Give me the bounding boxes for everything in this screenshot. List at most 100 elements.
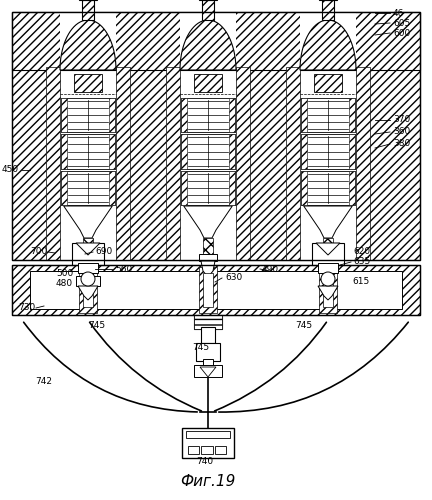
Bar <box>215 446 226 454</box>
Text: 742: 742 <box>35 378 52 386</box>
Bar <box>323 238 333 254</box>
Polygon shape <box>64 206 112 238</box>
Polygon shape <box>201 261 215 277</box>
Text: 490: 490 <box>262 264 279 274</box>
Bar <box>319 267 337 313</box>
Bar <box>202 0 214 20</box>
Bar <box>188 446 199 454</box>
Bar <box>322 0 334 20</box>
Polygon shape <box>76 243 100 255</box>
Text: 450: 450 <box>2 166 19 174</box>
Bar <box>181 134 187 168</box>
Text: 360: 360 <box>393 128 410 136</box>
Text: 745: 745 <box>88 322 105 330</box>
Bar <box>229 134 235 168</box>
Circle shape <box>81 272 95 286</box>
Polygon shape <box>60 20 116 70</box>
Bar <box>12 265 420 315</box>
Bar <box>180 12 236 70</box>
Polygon shape <box>200 367 216 377</box>
Bar <box>201 327 215 343</box>
Bar <box>201 446 213 454</box>
Circle shape <box>321 272 335 286</box>
Bar <box>72 243 104 265</box>
Text: 690: 690 <box>95 248 112 256</box>
Bar <box>199 254 217 261</box>
Text: Фиг.19: Фиг.19 <box>180 474 236 490</box>
Bar <box>203 359 213 367</box>
Text: 600: 600 <box>393 28 410 38</box>
Bar <box>181 170 187 205</box>
Bar <box>236 67 250 260</box>
Bar <box>319 254 337 261</box>
Bar <box>314 74 342 92</box>
Bar <box>61 170 115 205</box>
Bar <box>229 170 235 205</box>
Polygon shape <box>318 286 338 300</box>
Bar <box>109 98 115 132</box>
Bar <box>186 431 230 438</box>
Bar <box>82 0 94 20</box>
Text: 635: 635 <box>353 258 370 266</box>
Bar <box>166 12 250 260</box>
Bar <box>61 98 67 132</box>
Bar <box>182 428 234 458</box>
Bar <box>46 12 130 260</box>
Bar <box>109 134 115 168</box>
Bar <box>61 98 115 132</box>
Bar <box>61 170 67 205</box>
Text: 605: 605 <box>393 18 410 28</box>
Bar <box>61 134 67 168</box>
Bar <box>194 365 222 377</box>
Bar <box>194 74 222 92</box>
Bar <box>46 67 60 260</box>
Bar <box>203 238 213 254</box>
Bar <box>301 170 307 205</box>
Text: 560: 560 <box>115 264 132 274</box>
Bar <box>301 134 307 168</box>
Text: 370: 370 <box>393 116 410 124</box>
Bar <box>301 170 355 205</box>
Text: 630: 630 <box>225 274 242 282</box>
Bar <box>12 265 420 315</box>
Bar <box>194 315 222 329</box>
Bar <box>318 263 338 273</box>
Bar <box>356 67 370 260</box>
Bar <box>199 267 217 313</box>
Polygon shape <box>184 206 232 238</box>
Bar <box>286 67 300 260</box>
Bar <box>30 271 402 309</box>
Text: 380: 380 <box>393 140 410 148</box>
Bar <box>203 273 213 307</box>
Bar <box>301 98 355 132</box>
Bar <box>301 134 355 168</box>
Bar <box>109 170 115 205</box>
Bar <box>181 98 235 132</box>
Bar <box>286 12 370 260</box>
Bar <box>323 273 333 307</box>
Bar <box>79 254 97 261</box>
Polygon shape <box>81 261 95 277</box>
Bar <box>61 134 115 168</box>
Bar <box>12 12 420 260</box>
Text: 740: 740 <box>196 458 213 466</box>
Text: 745: 745 <box>192 344 209 352</box>
Polygon shape <box>316 243 340 255</box>
Bar <box>301 98 307 132</box>
Polygon shape <box>78 286 98 300</box>
Bar <box>194 315 222 329</box>
Bar <box>83 273 93 307</box>
Bar <box>349 134 355 168</box>
Bar <box>74 74 102 92</box>
Bar <box>300 12 356 70</box>
Text: 700: 700 <box>30 248 47 256</box>
Polygon shape <box>300 20 356 70</box>
Text: 620: 620 <box>353 248 370 256</box>
Bar <box>116 67 130 260</box>
Bar <box>181 170 235 205</box>
Bar <box>166 67 180 260</box>
Bar <box>79 267 97 313</box>
Polygon shape <box>304 206 353 238</box>
Bar <box>312 243 344 265</box>
Bar <box>78 263 98 273</box>
